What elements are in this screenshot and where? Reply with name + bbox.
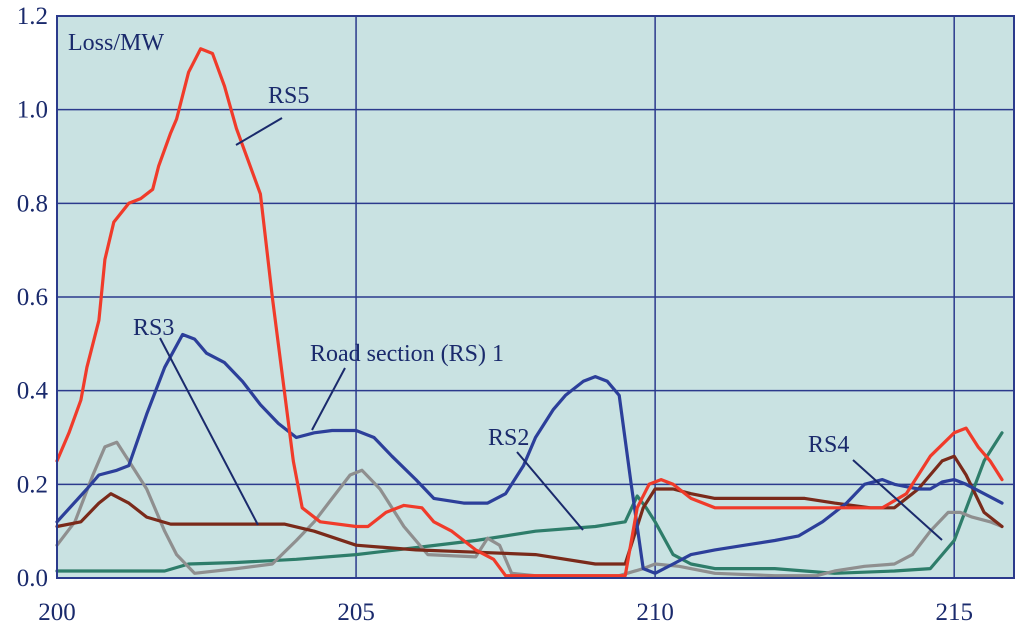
rs4-leader-line — [852, 459, 943, 541]
y-tick-label: 0.2 — [17, 471, 48, 498]
y-tick-label: 0.6 — [17, 284, 48, 311]
y-tick-label: 1.2 — [17, 3, 48, 30]
y-tick-labels: 0.0 0.2 0.4 0.6 0.8 1.0 1.2 — [17, 3, 49, 592]
series-line-rs5 — [55, 47, 1004, 578]
y-tick-label: 0.4 — [17, 378, 49, 405]
y-tick-label: 1.0 — [17, 97, 48, 124]
rs1-annotation: Road section (RS) 1 — [310, 341, 504, 367]
rs1-leader-line — [311, 367, 346, 431]
y-tick-label: 0.0 — [17, 565, 48, 592]
series-line-rs3 — [55, 454, 1004, 566]
rs5-leader-line — [235, 117, 283, 146]
rs2-leader-line — [516, 451, 584, 531]
x-tick-labels: 200 205 210 215 — [38, 599, 973, 626]
series-layer — [55, 47, 1004, 578]
rs4-annotation: RS4 — [808, 432, 849, 458]
rs5-annotation: RS5 — [268, 83, 309, 109]
x-tick-label: 215 — [935, 599, 973, 626]
rs3-leader-line — [159, 337, 259, 526]
y-tick-label: 0.8 — [17, 190, 48, 217]
rs2-annotation: RS2 — [488, 425, 529, 451]
plot-frame — [56, 15, 1015, 579]
series-line-road-section-rs-1 — [55, 332, 1004, 575]
x-tick-label: 210 — [636, 599, 674, 626]
y-axis-label: Loss/MW — [68, 30, 164, 56]
x-tick-label: 205 — [337, 599, 375, 626]
series-line-rs4 — [55, 440, 1004, 578]
x-tick-label: 200 — [38, 599, 76, 626]
rs3-annotation: RS3 — [133, 315, 174, 341]
